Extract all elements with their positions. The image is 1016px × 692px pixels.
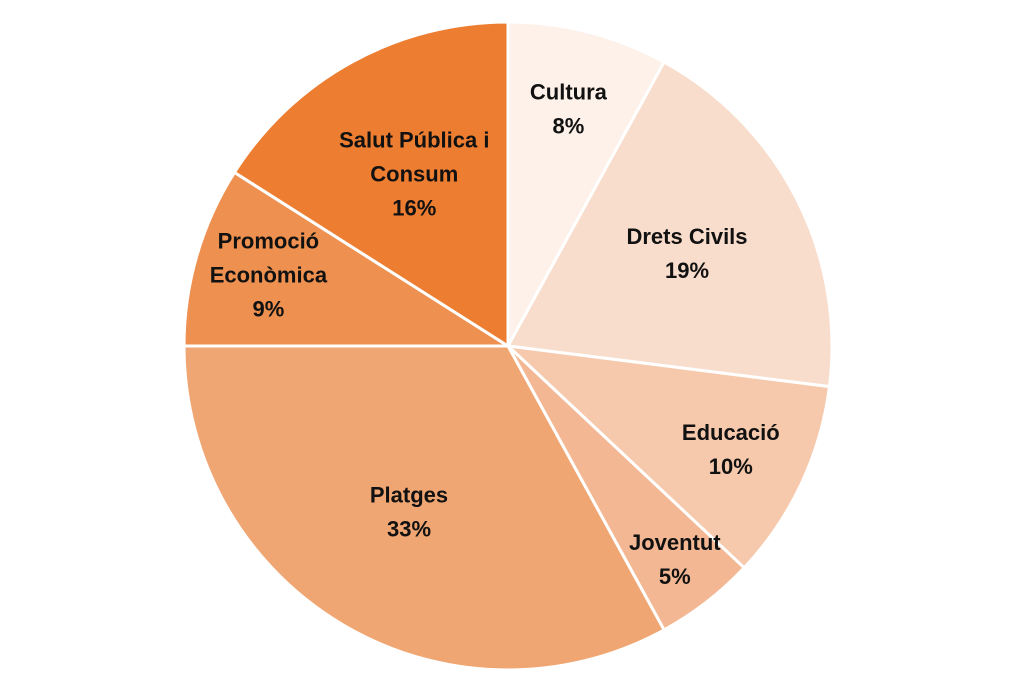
slice-label-platges: Platges 33%	[370, 482, 448, 541]
slice-name-label: Salut Pública i	[339, 127, 489, 152]
slice-value-label: 16%	[392, 195, 436, 220]
slice-name-label: Educació	[682, 420, 780, 445]
pie-slice-educacio	[506, 344, 831, 570]
pie-slice-promocio-economica	[182, 170, 510, 348]
slice-name-label: Promoció	[218, 228, 319, 253]
slice-value-label: 8%	[553, 113, 585, 138]
slice-label-educacio: Educació 10%	[682, 420, 780, 479]
slice-name-label: Cultura	[530, 79, 608, 104]
pie-slices	[182, 20, 834, 672]
slice-value-label: 9%	[253, 296, 285, 321]
slice-name-label: Econòmica	[210, 262, 328, 287]
slice-value-label: 19%	[665, 258, 709, 283]
slice-name-label: Joventut	[629, 530, 721, 555]
slice-name-label: Consum	[370, 161, 458, 186]
pie-slice-salut-publica-i-consum	[232, 20, 510, 348]
pie-slice-drets-civils	[506, 60, 834, 389]
slice-label-cultura: Cultura 8%	[530, 79, 608, 138]
pie-slice-cultura	[506, 20, 666, 348]
slice-label-promocio-economica: Promoció Econòmica 9%	[210, 228, 328, 321]
slice-label-drets-civils: Drets Civils 19%	[626, 224, 747, 283]
slice-label-salut-publica-i-consum: Salut Pública i Consum 16%	[339, 127, 489, 220]
slice-value-label: 33%	[387, 516, 431, 541]
slice-value-label: 10%	[709, 454, 753, 479]
pie-slice-platges	[182, 344, 666, 672]
slice-label-joventut: Joventut 5%	[629, 530, 721, 589]
pie-labels: Cultura 8% Drets Civils 19% Educació 10% Joven…	[210, 79, 780, 588]
slice-value-label: 5%	[659, 564, 691, 589]
slice-name-label: Drets Civils	[626, 224, 747, 249]
slice-name-label: Platges	[370, 482, 448, 507]
